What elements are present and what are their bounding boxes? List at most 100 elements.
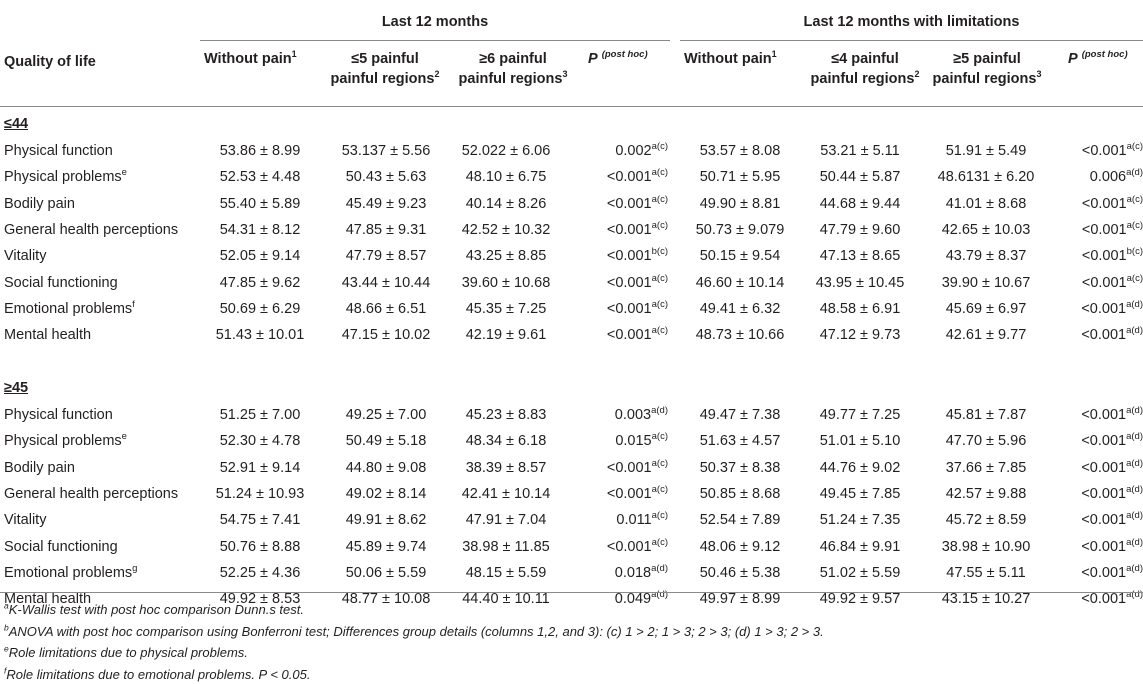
header-g1-without-pain: Without pain1 — [204, 49, 297, 67]
p-value-cell: <0.001a(c) — [1081, 220, 1143, 238]
footnote: fRole limitations due to emotional probl… — [4, 665, 311, 682]
p-value-cell: <0.001a(c) — [606, 272, 668, 291]
value-cell: 51.01 ± 5.10 — [819, 433, 901, 450]
header-quality-of-life: Quality of life — [4, 54, 96, 70]
value-cell: 39.90 ± 10.67 — [941, 274, 1031, 291]
value-cell: 50.49 ± 5.18 — [345, 433, 427, 450]
value-cell: 49.77 ± 7.25 — [819, 407, 901, 423]
p-value-cell: <0.001a(d) — [1081, 562, 1143, 581]
p-value-cell: 0.049a(d) — [614, 589, 668, 608]
value-cell: 45.81 ± 7.87 — [945, 407, 1027, 423]
header-bottom-rule — [0, 106, 1143, 107]
value-cell: 51.91 ± 5.49 — [945, 143, 1027, 159]
value-cell: 41.01 ± 8.68 — [945, 195, 1027, 212]
value-cell: 43.95 ± 10.45 — [815, 274, 905, 291]
value-cell: 47.79 ± 9.60 — [819, 221, 901, 238]
value-cell: 47.12 ± 9.73 — [819, 327, 901, 344]
value-cell: 49.47 ± 7.38 — [699, 407, 781, 423]
header-g2-le4-regions: ≤4 painful painful regions2 — [810, 51, 920, 87]
value-cell: 47.85 ± 9.62 — [219, 274, 301, 291]
value-cell: 47.70 ± 5.96 — [945, 433, 1027, 450]
value-cell: 42.57 ± 9.88 — [945, 485, 1027, 502]
value-cell: 49.97 ± 8.99 — [699, 591, 781, 608]
value-cell: 50.15 ± 9.54 — [699, 248, 781, 265]
table-bottom-rule — [0, 592, 1143, 593]
value-cell: 48.06 ± 9.12 — [699, 538, 781, 555]
p-value-cell: <0.001a(c) — [606, 220, 668, 238]
value-cell: 48.73 ± 10.66 — [695, 327, 785, 344]
value-cell: 49.25 ± 7.00 — [345, 407, 427, 423]
header-group1-rule — [200, 40, 670, 41]
row-label: Emotional problemsg — [4, 562, 138, 581]
value-cell: 49.92 ± 8.53 — [219, 591, 301, 608]
value-cell: 51.43 ± 10.01 — [215, 327, 305, 344]
row-label: Bodily pain — [4, 195, 75, 212]
p-value-cell: <0.001a(d) — [1081, 405, 1143, 423]
value-cell: 44.76 ± 9.02 — [819, 459, 901, 476]
value-cell: 52.30 ± 4.78 — [219, 433, 301, 450]
value-cell: 49.91 ± 8.62 — [345, 512, 427, 529]
p-value-cell: <0.001b(c) — [606, 246, 668, 265]
value-cell: 45.23 ± 8.83 — [465, 407, 547, 423]
value-cell: 53.86 ± 8.99 — [219, 143, 301, 159]
row-label: Mental health — [4, 327, 92, 344]
value-cell: 52.54 ± 7.89 — [699, 512, 781, 529]
p-value-cell: 0.015a(c) — [615, 431, 668, 450]
value-cell: 45.49 ± 9.23 — [345, 195, 427, 212]
row-label: Physical function — [4, 407, 113, 423]
value-cell: 49.90 ± 8.81 — [699, 195, 781, 212]
header-group-last-12-months: Last 12 months — [381, 14, 489, 30]
header-g2-without-pain: Without pain1 — [684, 49, 777, 67]
p-value-cell: 0.003a(d) — [614, 405, 668, 423]
value-cell: 43.44 ± 10.44 — [341, 274, 431, 291]
value-cell: 47.15 ± 10.02 — [341, 327, 431, 344]
value-cell: 45.72 ± 8.59 — [945, 512, 1027, 529]
header-group-last-12-months-limitations: Last 12 months with limitations — [803, 14, 1020, 30]
value-cell: 48.77 ± 10.08 — [341, 591, 431, 608]
p-value-cell: <0.001a(d) — [1081, 510, 1143, 529]
value-cell: 47.13 ± 8.65 — [819, 248, 901, 265]
value-cell: 38.98 ± 10.90 — [941, 538, 1031, 555]
value-cell: 54.31 ± 8.12 — [219, 221, 301, 238]
value-cell: 39.60 ± 10.68 — [461, 274, 551, 291]
value-cell: 55.40 ± 5.89 — [219, 195, 301, 212]
value-cell: 51.25 ± 7.00 — [219, 407, 301, 423]
p-value-cell: 0.002a(c) — [615, 141, 668, 159]
p-value-cell: <0.001a(d) — [1081, 536, 1143, 555]
value-cell: 42.65 ± 10.03 — [941, 221, 1031, 238]
value-cell: 49.02 ± 8.14 — [345, 485, 427, 502]
p-value-cell: <0.001a(c) — [606, 193, 668, 212]
value-cell: 47.55 ± 5.11 — [946, 564, 1026, 581]
value-cell: 52.05 ± 9.14 — [219, 248, 301, 265]
value-cell: 38.39 ± 8.57 — [465, 459, 547, 476]
value-cell: 43.15 ± 10.27 — [941, 591, 1031, 608]
value-cell: 40.14 ± 8.26 — [465, 195, 547, 212]
value-cell: 48.66 ± 6.51 — [345, 300, 427, 317]
row-label: Physical problemse — [4, 167, 127, 186]
row-label: Physical function — [4, 143, 113, 159]
p-value-cell: <0.001a(c) — [1081, 193, 1143, 212]
age-group-label: ≥45 — [4, 380, 29, 396]
value-cell: 46.60 ± 10.14 — [695, 274, 785, 291]
value-cell: 53.57 ± 8.08 — [699, 143, 781, 159]
value-cell: 52.25 ± 4.36 — [219, 564, 301, 581]
p-value-cell: <0.001a(c) — [606, 298, 668, 317]
header-g2-ge5-regions: ≥5 painful painful regions3 — [932, 51, 1042, 87]
value-cell: 44.80 ± 9.08 — [345, 459, 427, 476]
value-cell: 50.44 ± 5.87 — [819, 169, 901, 186]
value-cell: 45.69 ± 6.97 — [945, 300, 1027, 317]
p-value-cell: <0.001a(c) — [1081, 141, 1143, 159]
value-cell: 52.53 ± 4.48 — [219, 169, 301, 186]
value-cell: 50.73 ± 9.079 — [695, 221, 785, 238]
value-cell: 50.69 ± 6.29 — [219, 300, 301, 317]
age-group-label: ≤44 — [4, 116, 29, 132]
value-cell: 50.76 ± 8.88 — [219, 538, 301, 555]
value-cell: 51.24 ± 10.93 — [215, 485, 305, 502]
value-cell: 48.15 ± 5.59 — [465, 564, 547, 581]
value-cell: 49.41 ± 6.32 — [699, 300, 781, 317]
row-label: Emotional problemsf — [4, 298, 135, 317]
value-cell: 47.91 ± 7.04 — [465, 512, 547, 529]
value-cell: 44.68 ± 9.44 — [819, 195, 901, 212]
p-value-cell: <0.001a(c) — [606, 457, 668, 476]
